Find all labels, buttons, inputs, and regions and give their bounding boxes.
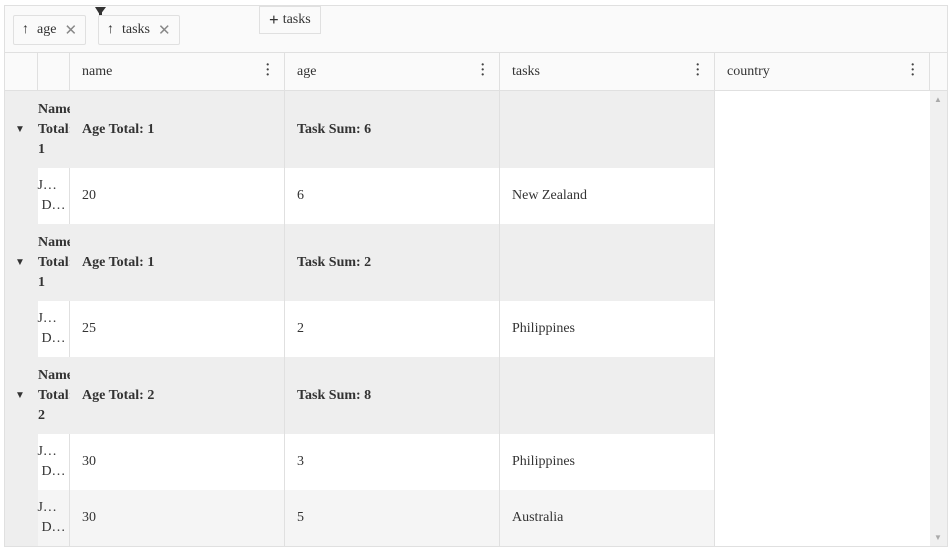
name-cell: J… D… bbox=[37, 168, 70, 224]
plus-icon: + bbox=[269, 10, 279, 29]
column-menu-icon[interactable]: · · · bbox=[265, 58, 270, 83]
grid-header: name · · · age · · · tasks · · · country · · · bbox=[5, 53, 947, 91]
collapse-icon[interactable]: ▼ bbox=[5, 91, 38, 168]
dragged-chip-tasks[interactable]: + tasks bbox=[259, 6, 321, 34]
cell: 30 bbox=[70, 490, 285, 546]
grid-body: ▼ Name Total: 1 Age Total: 1 Task Sum: 6 J… D… 2… bbox=[5, 91, 930, 546]
indent-cell bbox=[5, 168, 38, 224]
cell: 20 bbox=[70, 168, 285, 224]
cell bbox=[500, 224, 715, 301]
cell: Task Sum: 8 bbox=[285, 357, 500, 434]
cell: 3 bbox=[285, 434, 500, 490]
scroll-down-icon[interactable]: ▼ bbox=[934, 533, 942, 542]
close-icon[interactable]: ✕ bbox=[64, 22, 78, 39]
group-chip-age[interactable]: ↑ age ✕ bbox=[13, 15, 87, 45]
cell: 30 bbox=[70, 434, 285, 490]
group-row[interactable]: ▼ Name Total: 1 Age Total: 1 Task Sum: 2 bbox=[5, 224, 930, 301]
scroll-up-icon[interactable]: ▲ bbox=[934, 95, 942, 104]
collapse-icon[interactable]: ▼ bbox=[5, 224, 38, 301]
group-panel: ↑ age ✕ ↑ tasks ✕ + tasks bbox=[5, 6, 947, 53]
cell: Age Total: 2 bbox=[70, 357, 285, 434]
vertical-scrollbar[interactable]: ▲ ▼ bbox=[930, 91, 947, 546]
table-row[interactable]: J… D… 30 3 Philippines bbox=[5, 434, 930, 490]
group-chip-tasks[interactable]: ↑ tasks ✕ bbox=[98, 15, 180, 45]
cell: Australia bbox=[500, 490, 715, 546]
name-cell: J… D… bbox=[37, 434, 70, 490]
name-cell: J… D… bbox=[37, 490, 70, 546]
cell: Task Sum: 6 bbox=[285, 91, 500, 168]
column-header-country[interactable]: country · · · bbox=[715, 53, 930, 90]
column-menu-icon[interactable]: · · · bbox=[480, 58, 485, 83]
data-grid: ↑ age ✕ ↑ tasks ✕ + tasks name · · · age · · ·… bbox=[4, 5, 948, 547]
cell: 5 bbox=[285, 490, 500, 546]
cell: 25 bbox=[70, 301, 285, 357]
column-header-age[interactable]: age · · · bbox=[285, 53, 500, 90]
indent-cell bbox=[5, 434, 38, 490]
cell: 6 bbox=[285, 168, 500, 224]
arrow-up-icon[interactable]: ↑ bbox=[22, 22, 29, 37]
cell bbox=[500, 357, 715, 434]
group-label: Name Total: 1 bbox=[38, 91, 73, 168]
arrow-up-icon[interactable]: ↑ bbox=[107, 22, 114, 37]
group-label: Name Total: 2 bbox=[38, 357, 73, 434]
column-header-name[interactable]: name · · · bbox=[70, 53, 285, 90]
cell: Age Total: 1 bbox=[70, 91, 285, 168]
name-cell: J… D… bbox=[37, 301, 70, 357]
table-row[interactable]: J… D… 20 6 New Zealand bbox=[5, 168, 930, 224]
column-menu-icon[interactable]: · · · bbox=[910, 58, 915, 83]
indent-cell bbox=[5, 301, 38, 357]
group-row[interactable]: ▼ Name Total: 2 Age Total: 2 Task Sum: 8 bbox=[5, 357, 930, 434]
cell bbox=[500, 91, 715, 168]
indent-cell bbox=[5, 490, 38, 546]
cell: Task Sum: 2 bbox=[285, 224, 500, 301]
cell: New Zealand bbox=[500, 168, 715, 224]
group-header bbox=[38, 53, 70, 90]
cell: Philippines bbox=[500, 434, 715, 490]
close-icon[interactable]: ✕ bbox=[158, 22, 171, 39]
cell: Age Total: 1 bbox=[70, 224, 285, 301]
table-row[interactable]: J… D… 30 5 Australia bbox=[5, 490, 930, 546]
table-row[interactable]: J… D… 25 2 Philippines bbox=[5, 301, 930, 357]
cell: 2 bbox=[285, 301, 500, 357]
group-row[interactable]: ▼ Name Total: 1 Age Total: 1 Task Sum: 6 bbox=[5, 91, 930, 168]
collapse-icon[interactable]: ▼ bbox=[5, 357, 38, 434]
column-header-tasks[interactable]: tasks · · · bbox=[500, 53, 715, 90]
cell: Philippines bbox=[500, 301, 715, 357]
indent-header bbox=[5, 53, 38, 90]
column-menu-icon[interactable]: · · · bbox=[695, 58, 700, 83]
group-label: Name Total: 1 bbox=[38, 224, 73, 301]
